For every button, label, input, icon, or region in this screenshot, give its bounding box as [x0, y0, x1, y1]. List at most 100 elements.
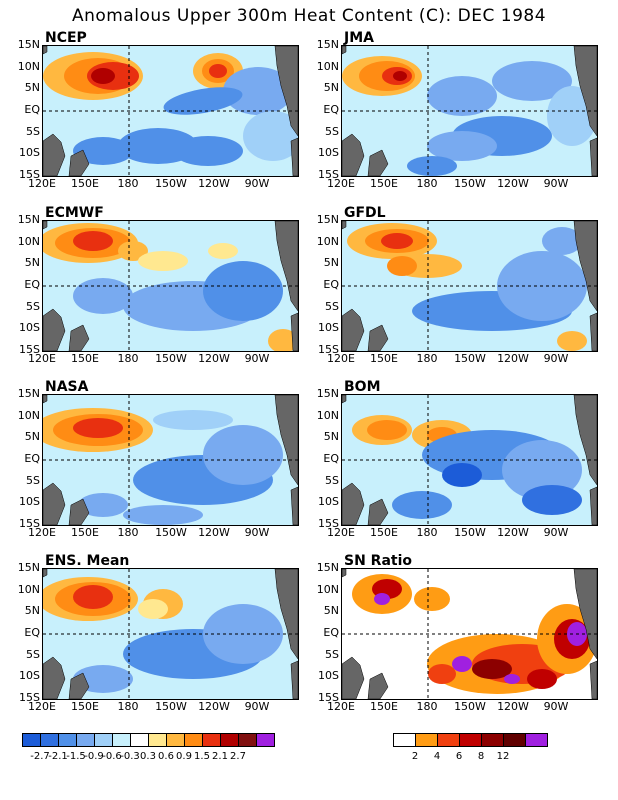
contour-region	[123, 505, 203, 525]
contour-region	[118, 241, 148, 261]
latitude-tick-label: 15S	[318, 168, 339, 181]
land-mass	[68, 672, 90, 699]
contour-region	[208, 243, 238, 259]
longitude-tick-label: 90W	[543, 352, 569, 365]
map-field	[43, 395, 298, 525]
land-mass	[274, 221, 298, 312]
contour-region	[407, 156, 457, 176]
latitude-tick-label: 5N	[323, 430, 339, 444]
latitude-tick-label: 15N	[17, 213, 40, 226]
panel-title: JMA	[344, 30, 374, 46]
latitude-tick-label: 5S	[26, 473, 40, 487]
contour-region	[452, 656, 472, 672]
contour-region	[73, 137, 133, 165]
contour-region	[78, 493, 128, 517]
latitude-tick-label: 15N	[17, 387, 40, 400]
colorbar-tick-label: 2	[411, 751, 419, 762]
land-mass	[342, 482, 365, 525]
contour-region	[393, 71, 407, 81]
longitude-tick-label: 150W	[155, 352, 187, 365]
latitude-tick-label: 15S	[19, 168, 40, 181]
longitude-tick-label: 150W	[454, 526, 486, 539]
land-mass	[367, 324, 389, 351]
sn-ratio-colorbar	[393, 733, 548, 747]
latitude-tick-label: 5S	[325, 124, 339, 138]
land-mass	[342, 569, 347, 578]
longitude-tick-label: 120W	[497, 352, 529, 365]
contour-region	[374, 593, 390, 605]
longitude-tick-label: 180	[416, 700, 438, 713]
longitude-tick-label: 120W	[198, 352, 230, 365]
latitude-tick-label: 5N	[24, 256, 40, 270]
longitude-tick-label: 120W	[198, 700, 230, 713]
latitude-tick-label: EQ	[24, 452, 40, 465]
longitude-tick-label: 90W	[244, 352, 270, 365]
latitude-tick-label: 10S	[318, 669, 339, 683]
latitude-tick-label: 15S	[318, 343, 339, 356]
longitude-tick-label: 180	[416, 352, 438, 365]
longitude-tick-label: 150E	[71, 700, 99, 713]
contour-region	[203, 425, 283, 485]
longitude-tick-label: 120E	[28, 700, 56, 713]
colorbar-swatch	[149, 734, 167, 746]
contour-region	[427, 131, 497, 161]
land-mass	[589, 660, 597, 699]
colorbar-tick-label: 1.5	[194, 751, 210, 762]
contour-region	[243, 111, 298, 161]
land-mass	[589, 137, 597, 176]
figure-title: Anomalous Upper 300m Heat Content (C): D…	[71, 6, 547, 26]
land-mass	[342, 221, 347, 230]
contour-region	[414, 587, 450, 611]
latitude-tick-label: 15S	[318, 517, 339, 530]
longitude-tick-label: 150W	[454, 700, 486, 713]
land-mass	[342, 656, 365, 699]
longitude-tick-label: 90W	[244, 177, 270, 190]
longitude-tick-label: 150W	[155, 526, 187, 539]
longitude-tick-label: 150W	[155, 177, 187, 190]
colorbar-swatch	[131, 734, 149, 746]
longitude-tick-label: 180	[117, 177, 139, 190]
land-mass	[589, 312, 597, 351]
latitude-tick-label: 10N	[316, 59, 339, 73]
land-mass	[68, 324, 90, 351]
latitude-tick-label: 10N	[17, 59, 40, 73]
latitude-tick-label: 5N	[24, 430, 40, 444]
longitude-tick-label: 120W	[198, 526, 230, 539]
map-panel	[341, 45, 598, 177]
colorbar-swatch	[41, 734, 59, 746]
longitude-tick-label: 120E	[327, 177, 355, 190]
contour-region	[223, 67, 293, 115]
land-mass	[43, 482, 66, 525]
latitude-tick-label: 5N	[24, 81, 40, 95]
contour-region	[522, 485, 582, 515]
land-mass	[573, 46, 597, 137]
latitude-tick-label: EQ	[323, 103, 339, 116]
land-mass	[573, 569, 597, 660]
latitude-tick-label: 15N	[316, 387, 339, 400]
contour-region	[542, 227, 582, 255]
colorbar-swatch	[203, 734, 221, 746]
longitude-tick-label: 150E	[71, 177, 99, 190]
latitude-tick-label: 5S	[26, 299, 40, 313]
land-mass	[573, 395, 597, 486]
latitude-tick-label: 10S	[19, 669, 40, 683]
latitude-tick-label: 10N	[17, 408, 40, 422]
longitude-tick-label: 120W	[198, 177, 230, 190]
longitude-tick-label: 150E	[71, 526, 99, 539]
panel-title: GFDL	[344, 205, 386, 221]
land-mass	[43, 133, 66, 176]
land-mass	[274, 46, 298, 137]
contour-region	[502, 440, 582, 500]
colorbar-tick-label: -2.1	[48, 751, 68, 762]
longitude-tick-label: 150W	[454, 177, 486, 190]
longitude-tick-label: 120E	[28, 177, 56, 190]
anomaly-colorbar	[22, 733, 275, 747]
latitude-tick-label: 15N	[316, 213, 339, 226]
panel-title: SN Ratio	[344, 553, 413, 569]
longitude-tick-label: 150W	[454, 352, 486, 365]
contour-region	[387, 256, 417, 276]
land-mass	[43, 46, 48, 55]
latitude-tick-label: 10N	[316, 408, 339, 422]
contour-region	[504, 674, 520, 684]
contour-region	[73, 418, 123, 438]
